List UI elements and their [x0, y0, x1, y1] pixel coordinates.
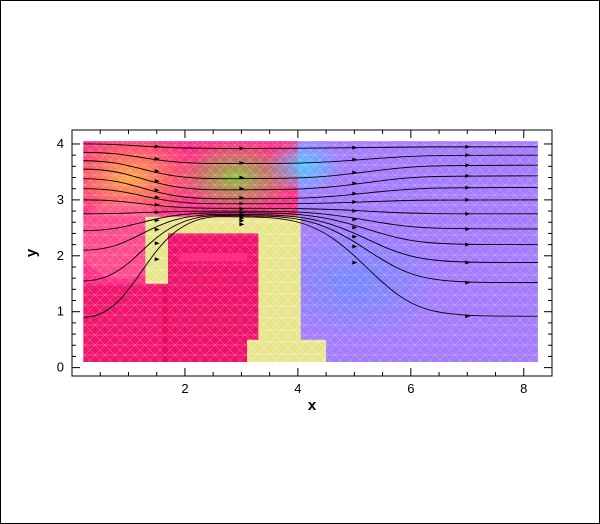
stream-arrow	[239, 186, 245, 191]
x-axis-title: x	[308, 397, 317, 414]
stream-arrow	[239, 218, 245, 223]
stream-arrow	[154, 210, 160, 215]
stream-arrow	[154, 195, 160, 200]
stream-arrow	[239, 201, 245, 206]
stream-arrow	[352, 225, 358, 230]
y-tick-label: 2	[57, 248, 64, 263]
stream-arrow	[352, 145, 358, 150]
color-field	[83, 141, 538, 363]
x-tick-label: 4	[294, 381, 301, 396]
stream-arrow	[154, 156, 160, 161]
stream-arrow	[154, 188, 160, 193]
stream-arrow	[239, 206, 245, 211]
stream-arrow	[352, 208, 358, 213]
stream-arrow	[239, 195, 245, 200]
stream-arrow	[352, 244, 358, 249]
streamline-6	[83, 188, 538, 205]
streamline-9	[83, 212, 538, 246]
x-tick-label: 6	[407, 381, 414, 396]
stream-arrow	[465, 185, 471, 190]
y-tick-label: 4	[57, 136, 64, 151]
obstacle-body	[145, 216, 327, 362]
y-axis-title: y	[23, 248, 40, 257]
stream-arrow	[352, 191, 358, 196]
stream-arrow	[465, 144, 471, 149]
streamline-8	[83, 210, 538, 230]
y-tick-label: 3	[57, 192, 64, 207]
streamline-11	[83, 215, 538, 284]
stream-arrow	[239, 146, 245, 151]
stream-arrow	[239, 160, 245, 165]
stream-arrow	[352, 170, 358, 175]
stream-arrow	[465, 153, 471, 158]
stream-arrow	[465, 226, 471, 231]
stream-arrow	[154, 202, 160, 207]
stream-arrow	[154, 257, 160, 262]
stream-arrow	[465, 163, 471, 168]
stream-arrow	[154, 144, 160, 149]
streamline-3	[83, 160, 538, 180]
streamline-5	[83, 178, 538, 200]
obstacle-notch	[179, 253, 248, 262]
x-tick-label: 2	[181, 381, 188, 396]
stream-arrow	[465, 260, 471, 265]
y-tick-label: 1	[57, 304, 64, 319]
stream-arrow	[465, 173, 471, 178]
streamlines	[83, 143, 538, 319]
stream-arrow	[465, 197, 471, 202]
stream-arrow	[352, 199, 358, 204]
stream-arrow	[154, 169, 160, 174]
stream-arrow	[352, 181, 358, 186]
streamline-1	[83, 143, 538, 149]
stream-arrow	[465, 280, 471, 285]
stream-arrow	[154, 241, 160, 246]
stream-arrow	[239, 175, 245, 180]
streamline-10	[83, 213, 538, 263]
streamline-12	[83, 216, 538, 318]
streamline-4	[83, 168, 538, 191]
stream-arrow	[352, 260, 358, 265]
stream-arrow	[154, 227, 160, 232]
axes-box	[71, 129, 553, 377]
stream-arrow	[465, 242, 471, 247]
stream-arrow	[352, 157, 358, 162]
axes: 2 4 6 8 0 1 2 3 4	[57, 129, 553, 396]
y-tick-label: 0	[57, 360, 64, 375]
obstacle-mesh	[145, 216, 327, 362]
x-tick-label: 8	[520, 381, 527, 396]
stream-arrow	[352, 217, 358, 222]
streamline-2	[83, 151, 538, 164]
stream-arrow	[352, 234, 358, 239]
stream-arrow	[154, 218, 160, 223]
stream-arrow	[465, 211, 471, 216]
stream-arrow	[239, 222, 245, 227]
stream-arrow	[154, 179, 160, 184]
stream-arrow	[465, 314, 471, 319]
streamline-7	[83, 199, 538, 215]
